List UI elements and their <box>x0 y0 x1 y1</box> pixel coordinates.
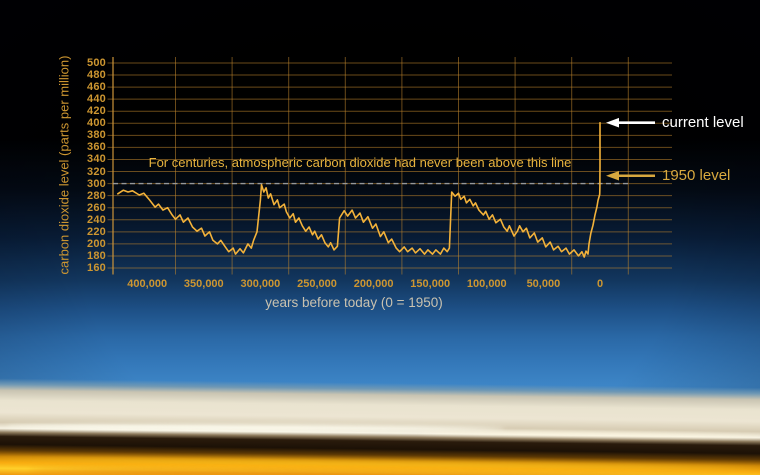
y-tick-label: 300 <box>87 177 106 190</box>
threshold-annotation-text: For centuries, atmospheric carbon dioxid… <box>148 155 572 170</box>
1950-level-label: 1950 level <box>662 167 731 185</box>
y-tick-label: 320 <box>87 165 106 178</box>
x-tick-label: 350,000 <box>183 278 224 290</box>
y-tick-label: 420 <box>87 105 106 118</box>
y-tick-label: 400 <box>87 117 106 130</box>
y-tick-label: 460 <box>87 81 106 94</box>
x-tick-label: 250,000 <box>297 278 337 290</box>
y-tick-label: 380 <box>87 129 106 142</box>
x-axis-title: years before today (0 = 1950) <box>265 295 443 310</box>
y-tick-label: 440 <box>87 93 106 106</box>
y-tick-label: 240 <box>87 213 106 226</box>
y-tick-label: 340 <box>87 153 106 166</box>
y-tick-label: 180 <box>87 249 106 262</box>
y-tick-label: 200 <box>87 237 106 250</box>
x-tick-label: 50,000 <box>526 278 561 290</box>
x-tick-label: 0 <box>596 278 604 290</box>
x-tick-label: 150,000 <box>410 278 451 290</box>
x-tick-label: 400,000 <box>127 278 168 290</box>
x-tick-label: 300,000 <box>240 278 281 290</box>
y-tick-label: 260 <box>87 201 106 214</box>
current-level-arrowhead <box>606 117 619 128</box>
y-tick-label: 480 <box>87 69 106 82</box>
y-tick-label: 500 <box>87 57 106 69</box>
current-level-label: current level <box>662 114 744 132</box>
y-tick-label: 160 <box>87 261 106 274</box>
co2-curve <box>117 121 601 258</box>
y-tick-label: 360 <box>87 141 106 154</box>
x-tick-label: 200,000 <box>353 278 394 290</box>
x-tick-label: 100,000 <box>466 278 507 290</box>
1950-level-arrowhead <box>606 170 619 181</box>
y-tick-label: 280 <box>87 189 106 202</box>
y-tick-label: 220 <box>87 225 106 238</box>
